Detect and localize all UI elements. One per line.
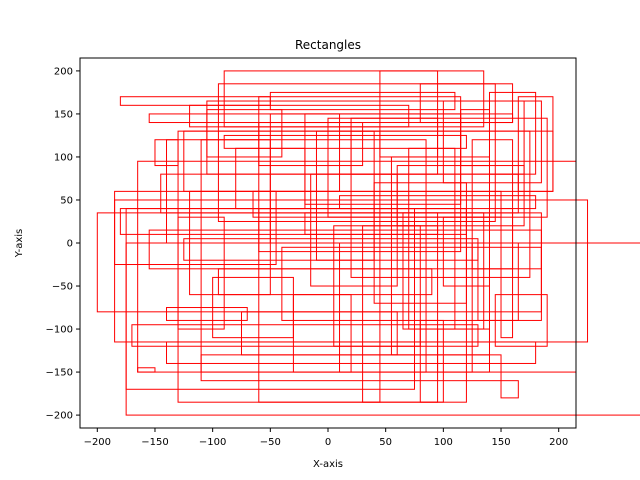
y-tick-label: 0 [67,239,73,250]
x-axis-ticks: −200 −150 −100 −50 0 50 100 150 200 [84,428,568,448]
rectangle-49 [206,109,283,158]
y-tick-label: 100 [54,152,73,163]
rectangle-65 [252,190,502,218]
rectangle-52 [119,208,467,235]
rectangle-17 [217,83,496,222]
x-tick-label: −200 [84,437,111,448]
y-tick-label: −100 [46,325,73,336]
x-tick-label: 200 [549,437,568,448]
x-tick-label: −50 [260,437,281,448]
rectangle-10 [419,319,444,403]
rectangle-29 [517,96,554,192]
y-axis-label: Y-axis [14,229,25,259]
y-tick-label: −50 [52,282,73,293]
chart-title: Rectangles [295,38,361,52]
rectangle-67 [166,307,248,321]
x-tick-label: 150 [491,437,510,448]
y-tick-label: 200 [54,66,73,77]
rectangle-25 [137,367,156,373]
rectangle-21 [350,130,531,278]
rectangle-26 [442,100,542,184]
y-tick-label: 150 [54,109,73,120]
rectangle-71 [148,113,514,124]
x-tick-label: −100 [199,437,226,448]
x-axis-label: X-axis [313,459,343,470]
y-tick-label: −200 [46,411,73,422]
rectangle-7 [339,242,473,373]
y-tick-label: 50 [60,195,73,206]
rectangle-47 [437,328,490,373]
rectangle-56 [200,354,502,382]
x-tick-label: 100 [434,437,453,448]
rectangle-66 [339,195,537,210]
rectangle-32 [494,294,548,347]
rectangle-69 [442,216,490,287]
rectangles-layer [96,70,640,416]
rectangle-31 [477,242,519,321]
rectangle-38 [114,190,277,266]
y-axis-ticks: −200 −150 −100 −50 0 50 100 150 200 [46,66,80,422]
rectangle-63 [217,268,433,296]
rectangle-48 [177,216,225,330]
x-tick-label: 0 [325,437,331,448]
rectangle-68 [304,212,439,235]
rectangle-33 [500,380,519,399]
rectangle-58 [189,104,410,128]
x-tick-label: −150 [141,437,168,448]
rectangle-64 [183,238,479,261]
rectangle-54 [131,324,479,347]
rectangle-57 [223,134,467,149]
x-tick-label: 50 [379,437,392,448]
rectangle-55 [166,341,537,364]
y-tick-label: −150 [46,368,73,379]
rectangle-70 [119,96,271,106]
rectangle-51 [350,117,439,175]
